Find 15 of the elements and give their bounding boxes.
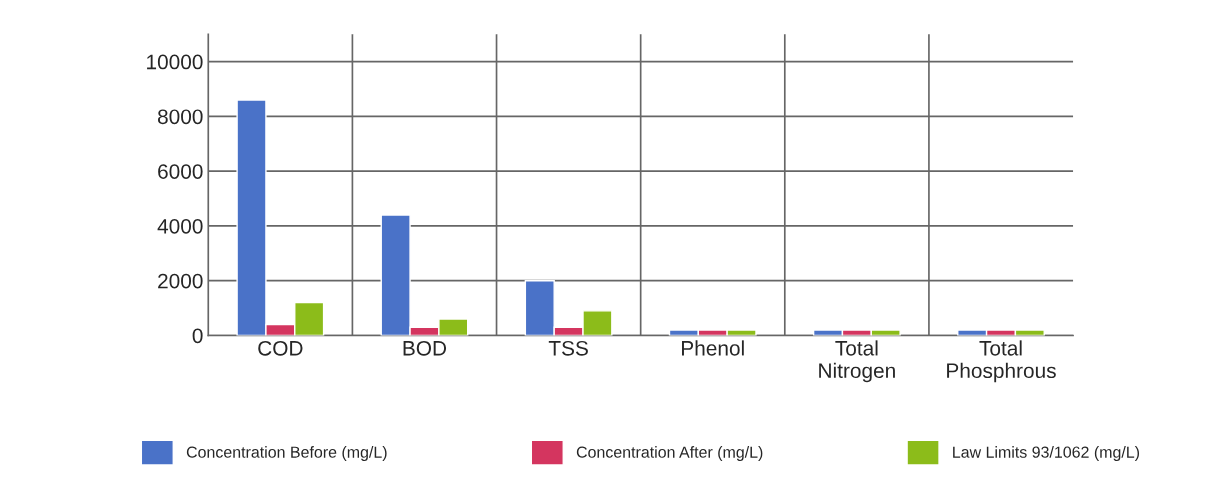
- y-tick-label: 0: [192, 328, 203, 344]
- y-tick-label: 8000: [157, 109, 203, 125]
- x-tick-label: TSS: [548, 340, 588, 356]
- legend-label: Concentration Before (mg/L): [186, 446, 387, 461]
- y-tick-label: 2000: [158, 273, 203, 289]
- x-tick-label: BOD: [403, 340, 447, 356]
- x-tick-label: COD: [258, 340, 303, 356]
- legend-label: Concentration After (mg/L): [576, 446, 763, 461]
- legend-label: Law Limits 93/1062 (mg/L): [953, 446, 1140, 461]
- y-tick-label: 10000: [147, 54, 203, 70]
- y-tick-label: 6000: [158, 164, 203, 179]
- x-tick-label: Phenol: [682, 340, 744, 356]
- x-tick-label: Total Phosphrous: [947, 340, 1056, 383]
- x-tick-label: Total Nitrogen: [819, 340, 895, 383]
- y-tick-label: 4000: [157, 218, 203, 234]
